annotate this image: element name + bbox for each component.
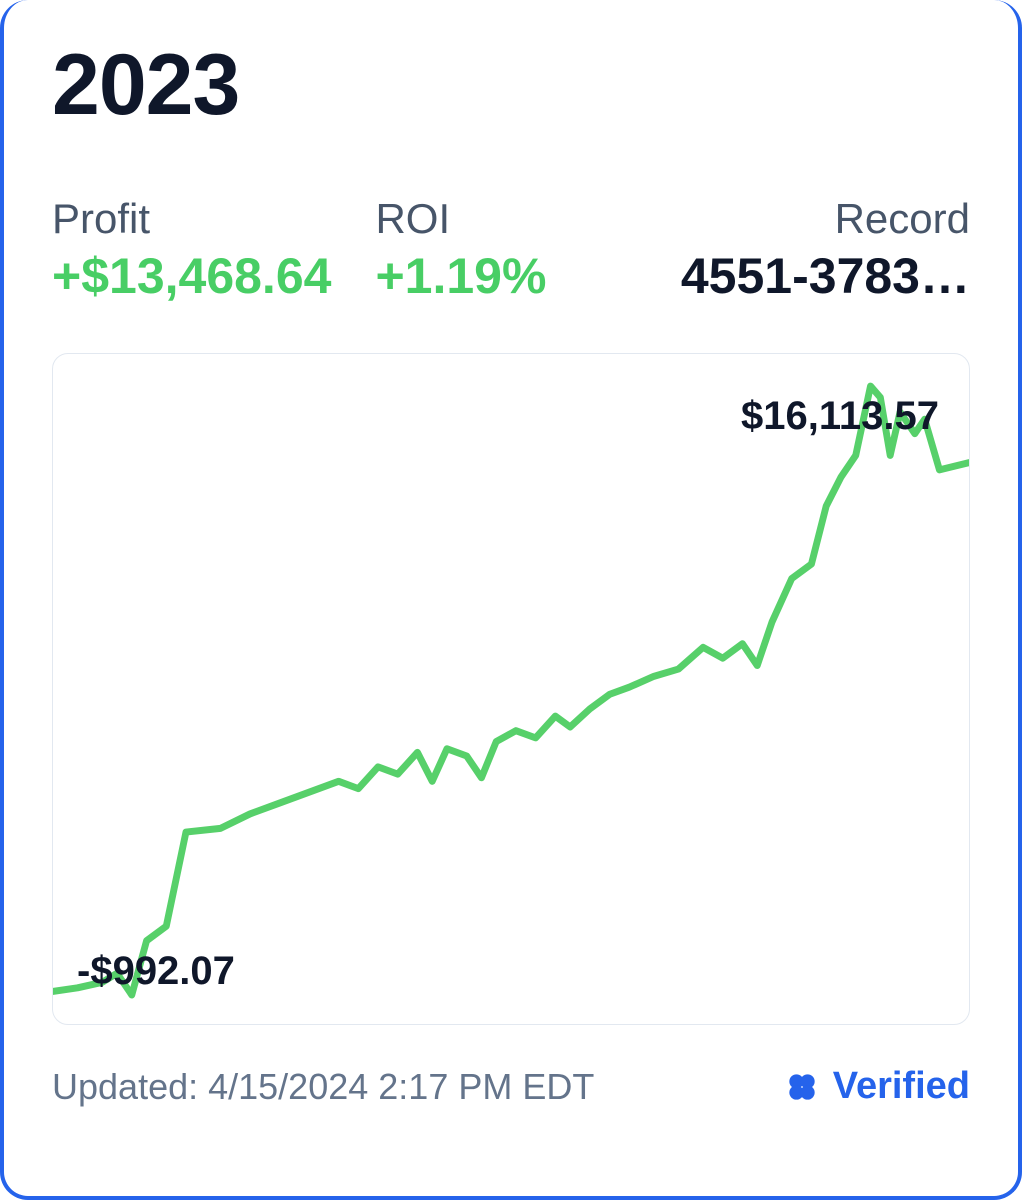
- year-title: 2023: [52, 36, 970, 135]
- stat-roi-label: ROI: [375, 195, 546, 243]
- verified-label: Verified: [833, 1065, 970, 1108]
- verified-badge: Verified: [783, 1065, 970, 1108]
- stat-record-label: Record: [681, 195, 970, 243]
- stats-row: Profit +$13,468.64 ROI +1.19% Record 455…: [52, 195, 970, 305]
- stat-roi-value: +1.19%: [375, 247, 546, 305]
- stat-profit-label: Profit: [52, 195, 331, 243]
- stat-profit-value: +$13,468.64: [52, 247, 331, 305]
- profit-line-svg: [53, 354, 969, 1024]
- chart-low-label: -$992.07: [77, 949, 235, 994]
- updated-timestamp: Updated: 4/15/2024 2:17 PM EDT: [52, 1066, 594, 1108]
- clover-icon: [783, 1068, 821, 1106]
- profit-card: 2023 Profit +$13,468.64 ROI +1.19% Recor…: [0, 0, 1022, 1200]
- stat-profit: Profit +$13,468.64: [52, 195, 331, 305]
- stat-roi: ROI +1.19%: [375, 195, 546, 305]
- stat-record-value: 4551-3783…: [681, 247, 970, 305]
- chart-high-label: $16,113.57: [741, 394, 939, 439]
- stat-record: Record 4551-3783…: [681, 195, 970, 305]
- profit-chart: $16,113.57 -$992.07: [52, 353, 970, 1025]
- footer-row: Updated: 4/15/2024 2:17 PM EDT Verified: [52, 1065, 970, 1108]
